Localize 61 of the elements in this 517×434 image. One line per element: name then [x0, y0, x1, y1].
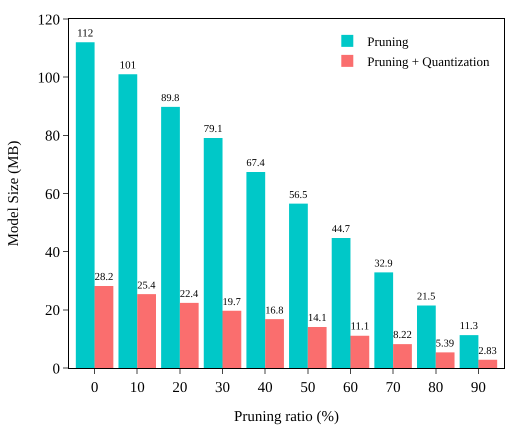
bar — [161, 106, 180, 368]
data-label: 67.4 — [246, 158, 266, 170]
data-label: 2.83 — [478, 346, 497, 357]
y-tick-label: 0 — [52, 361, 60, 378]
bar — [76, 42, 95, 368]
x-tick-label: 20 — [172, 380, 188, 396]
data-label: 79.1 — [204, 123, 223, 136]
y-tick-label: 80 — [45, 128, 60, 145]
x-tick-label: 70 — [386, 380, 401, 396]
bar — [246, 172, 266, 368]
x-tick-label: 30 — [215, 380, 230, 396]
x-tick-label: 50 — [300, 380, 316, 396]
bar — [374, 272, 394, 368]
data-label: 22.4 — [180, 289, 199, 300]
bar — [332, 238, 350, 368]
data-label: 89.8 — [161, 92, 180, 104]
y-tick-label: 100 — [38, 70, 60, 86]
bar — [137, 294, 156, 368]
y-tick-label: 20 — [45, 303, 60, 320]
x-tick-label: 90 — [470, 380, 486, 396]
data-label: 21.5 — [417, 292, 436, 303]
data-label: 32.9 — [374, 258, 393, 270]
bar — [180, 302, 199, 368]
x-tick-label: 10 — [130, 380, 145, 396]
legend-label: Pruning + Quantization — [367, 54, 490, 69]
y-axis-title: Model Size (MB) — [6, 140, 22, 246]
bar — [436, 352, 455, 368]
x-axis-title: Pruning ratio (%) — [234, 409, 339, 425]
y-tick-label: 40 — [45, 244, 60, 261]
bar — [118, 74, 138, 368]
data-label: 101 — [120, 59, 136, 72]
x-tick-label: 60 — [342, 380, 358, 396]
bar — [460, 335, 478, 368]
legend-label: Pruning — [367, 34, 409, 49]
y-tick-label: 60 — [45, 186, 60, 203]
x-tick-label: 80 — [428, 380, 444, 396]
data-label: 25.4 — [137, 280, 156, 292]
bar — [478, 360, 498, 368]
bar — [417, 305, 436, 368]
bar — [204, 138, 223, 368]
y-tick-label: 120 — [38, 12, 60, 28]
data-label: 11.1 — [350, 320, 370, 333]
data-label: 19.7 — [222, 296, 241, 308]
data-label: 16.8 — [265, 305, 284, 316]
data-label: 112 — [77, 27, 94, 40]
bar — [308, 326, 327, 368]
bar — [94, 286, 114, 368]
data-label: 56.5 — [289, 190, 308, 201]
bar — [393, 344, 412, 368]
x-tick-label: 40 — [258, 380, 273, 396]
bar — [289, 204, 308, 368]
data-label: 11.3 — [460, 321, 478, 332]
x-tick-label: 0 — [90, 380, 98, 396]
bar — [265, 319, 284, 368]
data-label: 28.2 — [94, 271, 114, 284]
data-label: 5.39 — [436, 338, 454, 350]
bar — [350, 336, 370, 368]
data-label: 44.7 — [332, 224, 350, 236]
bar — [222, 310, 242, 368]
data-label: 14.1 — [308, 312, 327, 324]
data-label: 8.22 — [393, 329, 412, 342]
